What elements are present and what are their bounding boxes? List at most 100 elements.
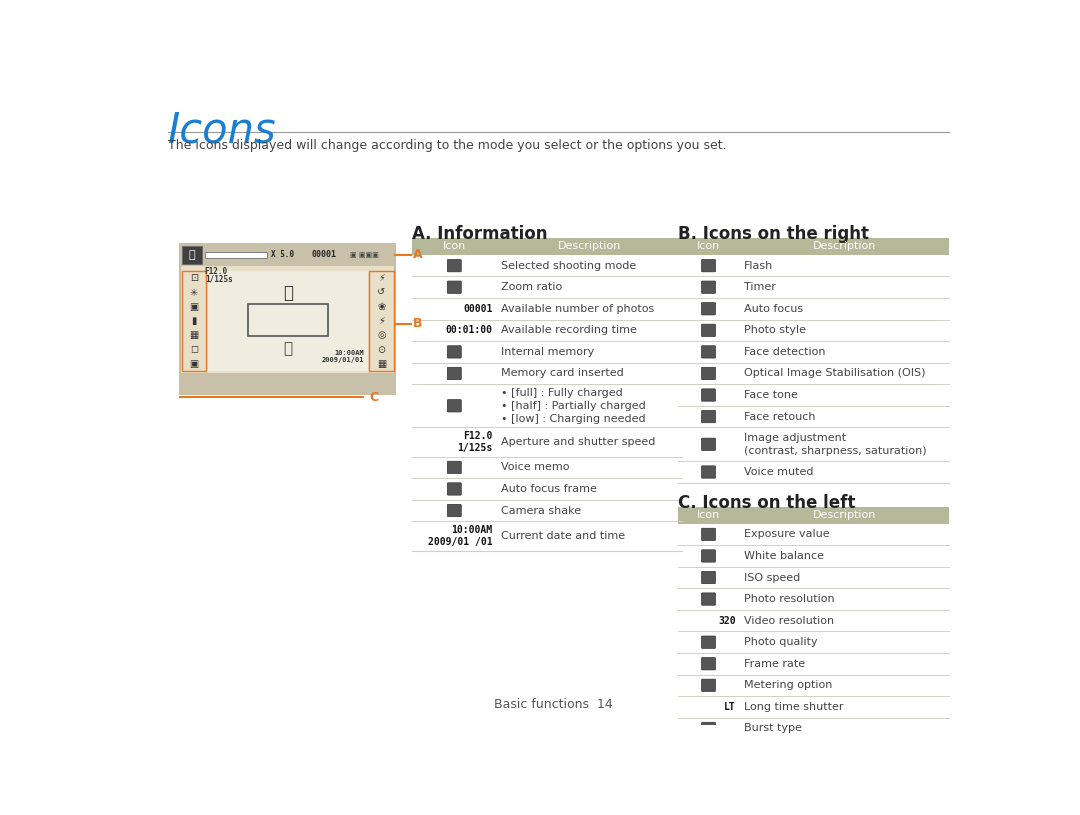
FancyBboxPatch shape <box>447 259 461 272</box>
Text: Camera shake: Camera shake <box>501 505 581 516</box>
Text: ▣ ▣▣▣: ▣ ▣▣▣ <box>350 252 379 258</box>
FancyBboxPatch shape <box>180 372 395 394</box>
Text: 10:00AM
2009/01 /01: 10:00AM 2009/01 /01 <box>428 525 492 547</box>
FancyBboxPatch shape <box>702 368 715 380</box>
FancyBboxPatch shape <box>702 389 715 401</box>
Text: Face retouch: Face retouch <box>744 412 815 421</box>
Text: Available number of photos: Available number of photos <box>501 304 654 314</box>
Text: ❀: ❀ <box>377 302 386 312</box>
Text: Flash: Flash <box>744 261 773 271</box>
Text: Voice muted: Voice muted <box>744 467 813 477</box>
Text: White balance: White balance <box>744 551 824 561</box>
FancyBboxPatch shape <box>447 399 461 412</box>
FancyBboxPatch shape <box>702 636 715 649</box>
FancyBboxPatch shape <box>702 259 715 272</box>
Text: Internal memory: Internal memory <box>501 347 594 357</box>
Text: B. Icons on the right: B. Icons on the right <box>677 225 868 243</box>
Text: ▣: ▣ <box>189 302 199 312</box>
Text: Frame rate: Frame rate <box>744 659 806 669</box>
FancyBboxPatch shape <box>205 252 267 258</box>
FancyBboxPatch shape <box>413 238 683 255</box>
FancyBboxPatch shape <box>702 438 715 451</box>
FancyBboxPatch shape <box>702 411 715 423</box>
Text: Image adjustment
(contrast, sharpness, saturation): Image adjustment (contrast, sharpness, s… <box>744 433 927 456</box>
FancyBboxPatch shape <box>702 658 715 670</box>
Text: Auto focus: Auto focus <box>744 304 804 314</box>
FancyBboxPatch shape <box>181 271 206 371</box>
Text: Selected shooting mode: Selected shooting mode <box>501 261 636 271</box>
Text: 10:00AM
2009/01/01: 10:00AM 2009/01/01 <box>322 350 364 363</box>
Text: The icons displayed will change according to the mode you select or the options : The icons displayed will change accordin… <box>167 139 726 152</box>
FancyBboxPatch shape <box>702 528 715 540</box>
FancyBboxPatch shape <box>702 466 715 478</box>
Text: Photo style: Photo style <box>744 325 806 335</box>
Text: Description: Description <box>812 241 876 251</box>
Text: ⊡: ⊡ <box>190 273 198 283</box>
FancyBboxPatch shape <box>702 722 715 734</box>
FancyBboxPatch shape <box>447 504 461 517</box>
Text: Metering option: Metering option <box>744 681 833 690</box>
FancyBboxPatch shape <box>369 271 394 371</box>
Text: ⚡: ⚡ <box>378 316 384 326</box>
Text: 00001: 00001 <box>463 304 492 314</box>
Text: 1/125s: 1/125s <box>205 274 232 283</box>
Text: Aperture and shutter speed: Aperture and shutter speed <box>501 437 656 447</box>
Text: A: A <box>414 249 423 262</box>
Text: ◎: ◎ <box>377 330 386 341</box>
Text: ▣: ▣ <box>189 359 199 369</box>
FancyBboxPatch shape <box>447 368 461 380</box>
Text: Video resolution: Video resolution <box>744 615 834 626</box>
FancyBboxPatch shape <box>702 346 715 358</box>
FancyBboxPatch shape <box>677 507 948 523</box>
Text: ✳: ✳ <box>190 288 198 297</box>
Text: 00001: 00001 <box>312 250 337 259</box>
Text: 🎤: 🎤 <box>283 284 293 302</box>
FancyBboxPatch shape <box>702 593 715 606</box>
Text: ✋: ✋ <box>283 341 293 357</box>
Text: A. Information: A. Information <box>413 225 548 243</box>
Text: Photo quality: Photo quality <box>744 637 818 647</box>
Text: 320: 320 <box>718 615 735 626</box>
Text: ▮: ▮ <box>191 316 197 326</box>
FancyBboxPatch shape <box>181 245 202 264</box>
Text: Icon: Icon <box>443 241 465 251</box>
Text: Long time shutter: Long time shutter <box>744 702 843 711</box>
Text: Face tone: Face tone <box>744 390 798 400</box>
Text: Available recording time: Available recording time <box>501 325 637 335</box>
FancyBboxPatch shape <box>702 324 715 337</box>
FancyBboxPatch shape <box>702 571 715 584</box>
FancyBboxPatch shape <box>702 302 715 315</box>
Text: 📷: 📷 <box>188 250 194 260</box>
FancyBboxPatch shape <box>180 244 395 266</box>
FancyBboxPatch shape <box>447 461 461 474</box>
Text: Memory card inserted: Memory card inserted <box>501 368 623 378</box>
FancyBboxPatch shape <box>207 271 367 371</box>
Text: C: C <box>369 391 379 403</box>
Text: Description: Description <box>557 241 621 251</box>
Text: Voice memo: Voice memo <box>501 462 569 473</box>
FancyBboxPatch shape <box>702 679 715 691</box>
Text: Burst type: Burst type <box>744 724 802 734</box>
Text: Exposure value: Exposure value <box>744 530 829 540</box>
Text: F12.0: F12.0 <box>205 267 228 276</box>
FancyBboxPatch shape <box>677 238 948 255</box>
Text: Description: Description <box>812 510 876 520</box>
Text: ▦: ▦ <box>189 330 199 341</box>
Text: • [full] : Fully charged
• [half] : Partially charged
• [low] : Charging needed: • [full] : Fully charged • [half] : Part… <box>501 388 646 424</box>
Text: Face detection: Face detection <box>744 347 825 357</box>
Text: Icon: Icon <box>697 241 720 251</box>
FancyBboxPatch shape <box>447 482 461 496</box>
Text: Zoom ratio: Zoom ratio <box>501 282 562 293</box>
Text: Icon: Icon <box>697 510 720 520</box>
Text: Auto focus frame: Auto focus frame <box>501 484 596 494</box>
Text: Icons: Icons <box>167 109 276 152</box>
Text: Timer: Timer <box>744 282 777 293</box>
FancyBboxPatch shape <box>180 244 395 394</box>
Text: ◻: ◻ <box>190 345 198 355</box>
Text: Current date and time: Current date and time <box>501 531 625 541</box>
Text: ⚡: ⚡ <box>378 273 384 283</box>
Text: ISO speed: ISO speed <box>744 572 800 583</box>
Text: F12.0
1/125s: F12.0 1/125s <box>457 431 492 453</box>
Text: ⊙: ⊙ <box>377 345 386 355</box>
Text: Basic functions  14: Basic functions 14 <box>495 698 612 711</box>
